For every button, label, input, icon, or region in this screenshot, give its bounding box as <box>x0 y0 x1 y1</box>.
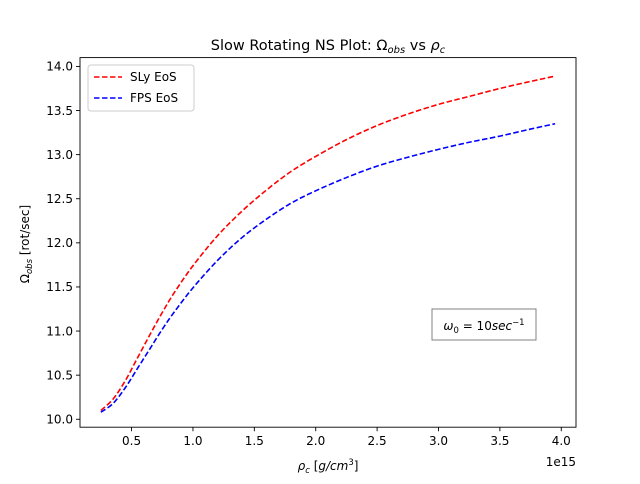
y-tick-label: 14.0 <box>46 60 73 74</box>
y-tick-label: 13.5 <box>46 104 73 118</box>
y-tick-label: 12.5 <box>46 192 73 206</box>
y-tick-label: 10.5 <box>46 368 73 382</box>
y-tick-label: 13.0 <box>46 148 73 162</box>
y-tick-label: 10.0 <box>46 413 73 427</box>
ticks-layer: 0.5 1.0 1.5 2.0 2.5 3.0 3.5 4.0 10.0 10.5 11.0 11.5… <box>46 60 571 448</box>
x-tick-label: 3.5 <box>490 434 509 448</box>
series-layer <box>100 75 556 413</box>
x-tick-label: 4.0 <box>552 434 571 448</box>
series-line-fps <box>100 122 556 413</box>
annotation-text: ω0 = 10sec−1 <box>443 318 524 336</box>
x-tick-label: 2.0 <box>306 434 325 448</box>
chart-title: Slow Rotating NS Plot: Ωobs vs ρc <box>211 38 446 56</box>
annotation-box <box>431 308 537 341</box>
legend: SLy EoS FPS EoS <box>87 64 195 112</box>
y-tick-label: 12.0 <box>46 236 73 250</box>
legend-label-fps: FPS EoS <box>130 91 178 105</box>
x-offset-label: 1e15 <box>546 455 576 469</box>
y-tick-label: 11.5 <box>46 280 73 294</box>
x-axis-label: ρc [g/cm3] <box>298 458 359 476</box>
x-tick-label: 2.5 <box>368 434 387 448</box>
x-tick-label: 1.5 <box>245 434 264 448</box>
x-tick-label: 0.5 <box>122 434 141 448</box>
omega-annotation: ω0 = 10sec−1 <box>431 308 537 341</box>
legend-label-sly: SLy EoS <box>130 70 177 84</box>
series-line-sly <box>100 75 556 412</box>
x-tick-label: 3.0 <box>429 434 448 448</box>
y-tick-label: 11.0 <box>46 324 73 338</box>
y-axis-label: Ωobs [rot/sec] <box>18 205 35 283</box>
axes-frame <box>79 57 577 428</box>
x-tick-label: 1.0 <box>183 434 202 448</box>
